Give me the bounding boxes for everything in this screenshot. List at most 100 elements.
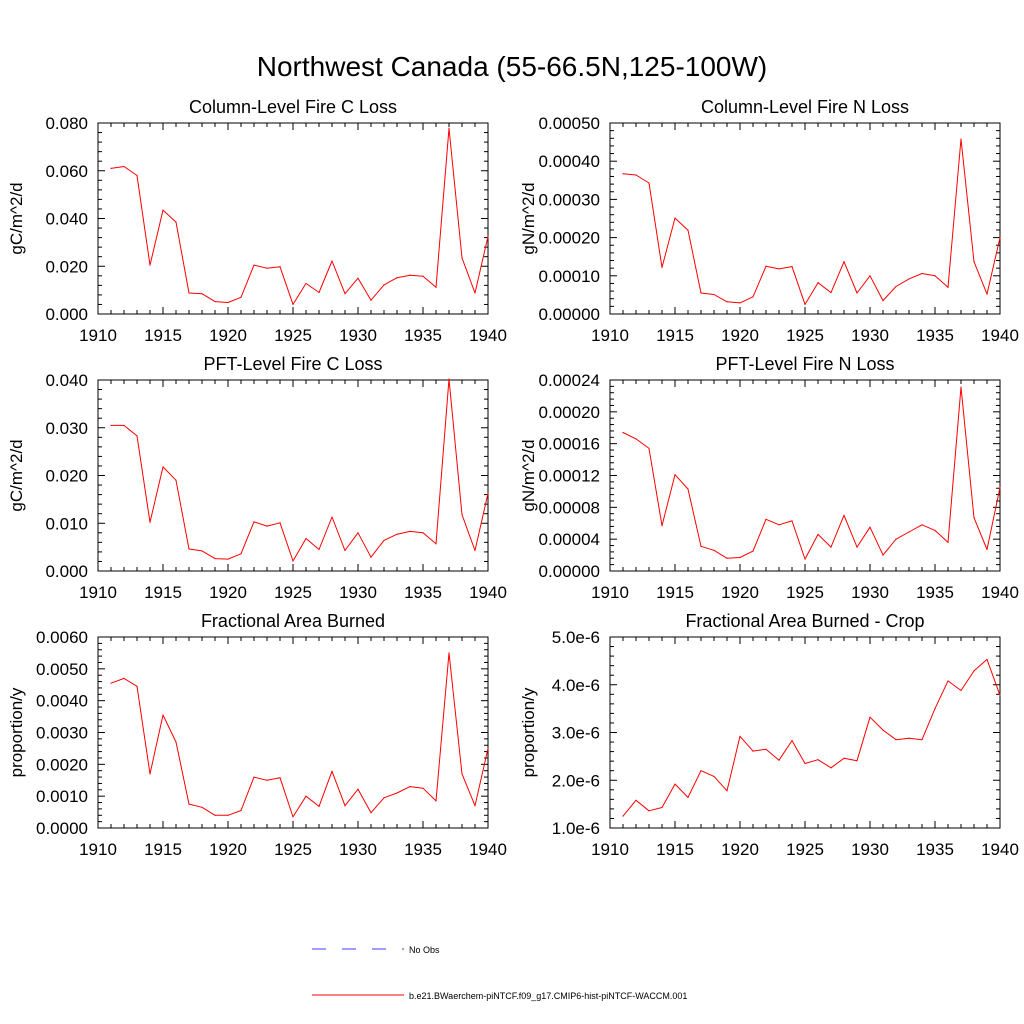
data-point <box>700 292 702 294</box>
x-tick-label: 1930 <box>851 326 889 345</box>
y-axis-label: proportion/y <box>519 687 538 777</box>
data-point <box>396 277 398 279</box>
data-point <box>934 529 936 532</box>
data-point <box>422 532 424 534</box>
data-point <box>856 760 858 762</box>
data-point <box>175 221 177 223</box>
data-point <box>149 773 151 775</box>
data-point <box>201 550 203 552</box>
data-point <box>227 301 229 304</box>
y-tick-label: 0.040 <box>45 371 88 390</box>
data-point <box>448 652 450 654</box>
data-point <box>739 556 741 559</box>
data-point <box>357 532 359 534</box>
series-line <box>110 127 489 305</box>
x-tick-label: 1935 <box>404 840 442 859</box>
y-tick-label: 0.0050 <box>36 660 88 679</box>
data-point <box>843 261 845 263</box>
y-tick-label: 0.00008 <box>539 498 600 517</box>
data-point <box>266 525 268 527</box>
data-point <box>687 488 689 490</box>
x-tick-label: 1915 <box>656 583 694 602</box>
data-point <box>474 805 476 807</box>
y-tick-label: 0.080 <box>45 114 88 133</box>
y-tick-label: 0.010 <box>45 514 88 533</box>
data-point <box>344 293 346 295</box>
x-tick-label: 1925 <box>274 583 312 602</box>
data-point <box>344 805 346 807</box>
y-axis-label: gN/m^2/d <box>519 439 538 511</box>
y-tick-label: 0.000 <box>45 305 88 324</box>
legend-label-no-obs: No Obs <box>409 945 440 955</box>
y-tick-label: 0.00020 <box>539 403 600 422</box>
data-point <box>791 740 793 742</box>
y-tick-label: 0.00010 <box>539 267 600 286</box>
x-tick-label: 1920 <box>721 583 759 602</box>
series-line <box>622 386 1001 560</box>
data-point <box>960 689 962 692</box>
data-point <box>487 747 489 750</box>
data-point <box>110 424 112 426</box>
y-tick-label: 0.0000 <box>36 819 88 838</box>
data-point <box>713 775 715 778</box>
data-point <box>830 292 832 294</box>
y-tick-label: 1.0e-6 <box>552 819 600 838</box>
data-point <box>227 814 229 816</box>
series-line <box>110 652 489 818</box>
data-point <box>188 292 190 294</box>
data-point <box>487 492 489 494</box>
data-point <box>357 277 359 279</box>
data-point <box>804 303 806 306</box>
data-point <box>648 182 650 184</box>
data-point <box>292 560 294 562</box>
data-point <box>435 543 437 545</box>
x-tick-label: 1910 <box>79 840 117 859</box>
data-point <box>279 777 281 779</box>
chart-panel-3: 1910 1915 1920 1925 1930 1935 1940 0.000 0.010 0.… <box>7 354 507 602</box>
data-point <box>908 278 910 280</box>
data-point <box>305 795 307 797</box>
data-point <box>817 759 819 761</box>
y-axis-label: gC/m^2/d <box>7 439 26 511</box>
data-point <box>713 293 715 296</box>
data-point <box>674 783 676 785</box>
data-point <box>752 750 754 752</box>
data-point <box>487 235 489 238</box>
data-point <box>661 266 663 268</box>
x-tick-label: 1940 <box>469 326 507 345</box>
x-tick-label: 1910 <box>79 583 117 602</box>
data-point <box>765 265 767 267</box>
data-point <box>687 229 689 231</box>
y-tick-label: 3.0e-6 <box>552 724 600 743</box>
x-tick-label: 1940 <box>981 583 1019 602</box>
y-tick-label: 0.00040 <box>539 152 600 171</box>
x-tick-label: 1915 <box>144 326 182 345</box>
data-point <box>739 735 741 737</box>
y-tick-label: 0.030 <box>45 419 88 438</box>
x-tick-label: 1930 <box>339 326 377 345</box>
data-point <box>895 739 897 741</box>
x-tick-label: 1920 <box>209 583 247 602</box>
data-point <box>986 293 988 295</box>
data-point <box>830 767 832 769</box>
data-point <box>713 549 715 551</box>
x-tick-label: 1915 <box>656 326 694 345</box>
data-point <box>266 779 268 781</box>
y-tick-label: 5.0e-6 <box>552 628 600 647</box>
chart-panel-4: 1910 1915 1920 1925 1930 1935 1940 0.00000 0.000… <box>519 354 1019 602</box>
x-tick-label: 1920 <box>209 840 247 859</box>
x-tick-label: 1925 <box>274 840 312 859</box>
x-tick-label: 1925 <box>786 840 824 859</box>
data-point <box>396 533 398 535</box>
data-point <box>908 737 910 739</box>
data-point <box>752 550 754 552</box>
chart-panel-1: 1910 1915 1920 1925 1930 1935 1940 0.000 0.020 0.… <box>7 97 507 345</box>
data-point <box>344 549 346 552</box>
data-point <box>973 670 975 672</box>
data-point <box>648 447 650 450</box>
data-point <box>331 516 333 518</box>
data-point <box>214 814 216 816</box>
data-point <box>136 174 138 177</box>
